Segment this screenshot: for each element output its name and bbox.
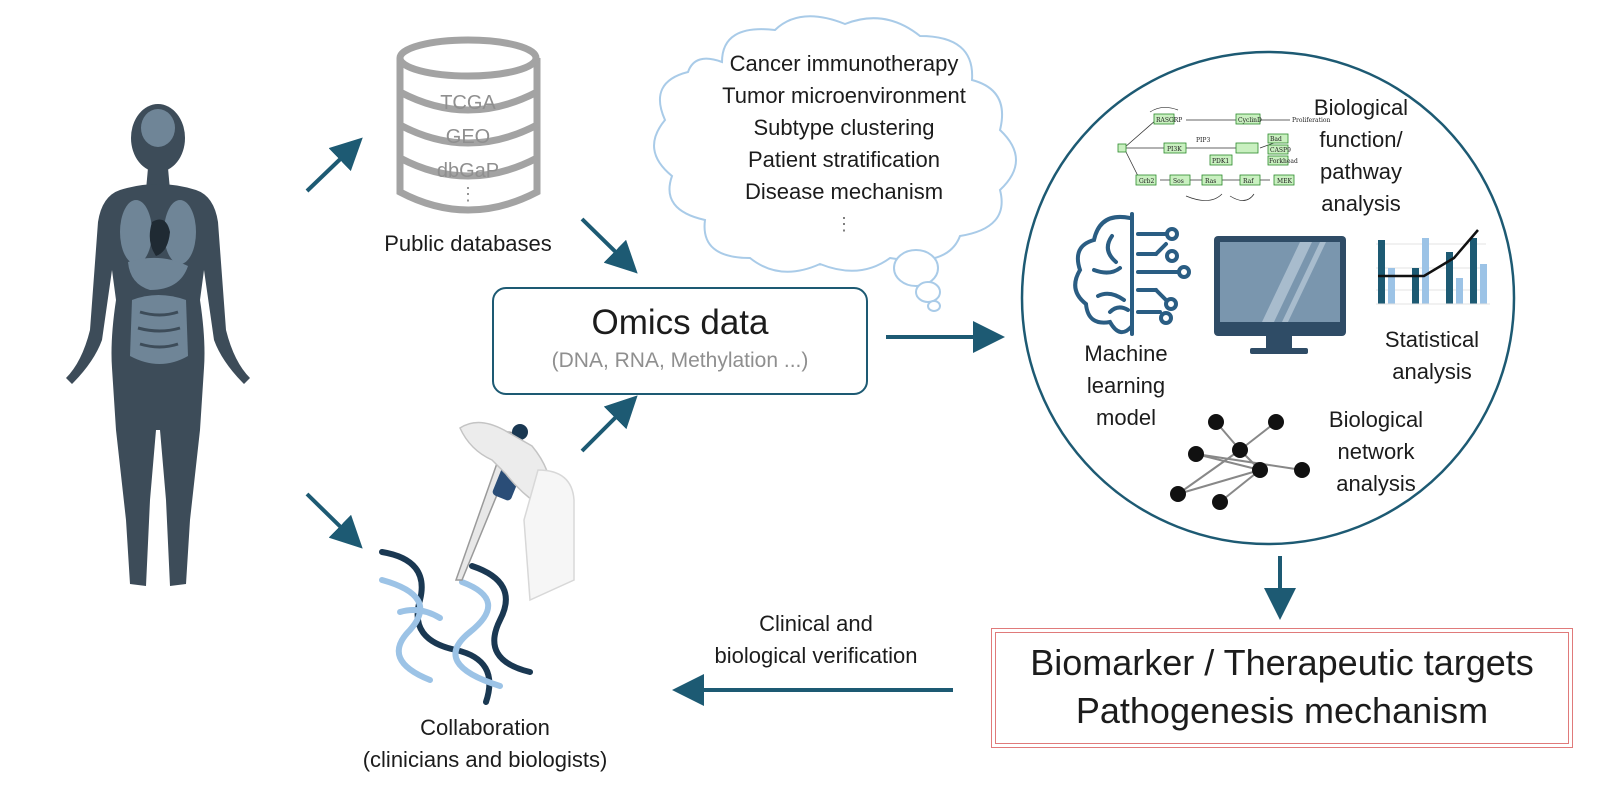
- omics-title: Omics data: [591, 303, 769, 342]
- arrow-databases-to-omics: [580, 217, 638, 274]
- label-line: biological verification: [714, 643, 918, 668]
- database-label-dbgap: dbGaP: [436, 160, 500, 182]
- label-line: analysis: [1321, 191, 1401, 216]
- bar-line-chart-icon: [1376, 229, 1490, 305]
- biomarker-output-box: Biomarker / Therapeutic targets Pathogen…: [991, 628, 1573, 748]
- pathway-diagram-icon: [1117, 107, 1295, 201]
- human-body-icon: [66, 104, 250, 586]
- statistical-analysis-label: Statistical analysis: [1370, 324, 1494, 388]
- cloud-topic-line: Cancer immunotherapy: [729, 51, 959, 76]
- label-line: (clinicians and biologists): [362, 747, 608, 772]
- omics-data-box: Omics data (DNA, RNA, Methylation ...): [492, 287, 868, 395]
- cloud-more-indicator: ⋮: [835, 214, 853, 234]
- pathway-node-label: CyclinD: [1238, 117, 1262, 124]
- label-line: network: [1337, 439, 1415, 464]
- label-line: Machine: [1084, 341, 1168, 366]
- brain-circuit-icon: [1073, 212, 1191, 336]
- pathway-node-label: CASP9: [1270, 147, 1291, 154]
- output-line-pathogenesis: Pathogenesis mechanism: [1075, 690, 1489, 731]
- pathway-node-label: MEK: [1277, 178, 1293, 185]
- label-line: learning: [1086, 373, 1166, 398]
- pathway-node-label: Ras: [1205, 178, 1216, 185]
- pathway-node-label: PI3K: [1167, 146, 1182, 153]
- pathway-node-label: Forkhead: [1269, 158, 1298, 165]
- label-line: Biological: [1328, 407, 1424, 432]
- output-line-biomarker: Biomarker / Therapeutic targets: [1030, 642, 1534, 683]
- cloud-topic-line: Subtype clustering: [753, 115, 935, 140]
- pathway-node-label: Raf: [1243, 178, 1254, 185]
- cloud-topic-line: Disease mechanism: [744, 179, 944, 204]
- collaboration-caption: Collaboration (clinicians and biologists…: [330, 712, 640, 776]
- label-line: Collaboration: [420, 715, 550, 740]
- pipette-icon: [454, 421, 575, 602]
- database-icon: [396, 36, 541, 214]
- pathway-node-label: PIP3: [1196, 137, 1210, 144]
- arrow-body-to-collaboration: [305, 492, 363, 549]
- arrow-collaboration-to-omics: [580, 395, 638, 453]
- database-label-geo: GEO: [445, 126, 491, 148]
- machine-learning-label: Machine learning model: [1076, 338, 1176, 434]
- network-analysis-label: Biological network analysis: [1314, 404, 1438, 500]
- monitor-icon: [1214, 236, 1346, 354]
- label-line: Statistical: [1384, 327, 1480, 352]
- pathway-analysis-label: Biological function/ pathway analysis: [1296, 92, 1426, 220]
- database-label-tcga: TCGA: [440, 92, 496, 114]
- thought-cloud-shape: [653, 15, 1017, 312]
- pathway-node-labels: RASGRP PI3K PDK1 Grb2 Sos Ras Raf MEK Ba…: [1139, 117, 1331, 185]
- cloud-topic-line: Tumor microenvironment: [722, 83, 966, 108]
- network-graph-icon: [1170, 414, 1310, 510]
- label-line: function/: [1319, 127, 1403, 152]
- omics-subtitle: (DNA, RNA, Methylation ...): [551, 349, 809, 372]
- dna-helix-icon: [379, 549, 533, 705]
- label-line: analysis: [1392, 359, 1472, 384]
- research-topics-list: Cancer immunotherapy Tumor microenvironm…: [684, 48, 1004, 240]
- pathway-node-label: Sos: [1173, 178, 1184, 185]
- verification-label: Clinical and biological verification: [688, 608, 944, 672]
- arrow-body-to-databases: [305, 137, 363, 193]
- pathway-node-label: RASGRP: [1156, 117, 1182, 124]
- database-more-indicator: ⋮: [459, 184, 477, 204]
- cloud-topic-line: Patient stratification: [748, 147, 940, 172]
- pathway-node-label: Grb2: [1139, 178, 1155, 185]
- pathway-node-label: PDK1: [1212, 158, 1229, 165]
- label-line: Clinical and: [759, 611, 873, 636]
- label-line: Biological: [1313, 95, 1409, 120]
- pathway-node-label: Bad: [1270, 136, 1282, 143]
- label-line: model: [1096, 405, 1156, 430]
- label-line: analysis: [1336, 471, 1416, 496]
- pathway-node-label: Proliferation: [1292, 117, 1331, 124]
- label-line: pathway: [1320, 159, 1402, 184]
- public-databases-caption: Public databases: [384, 231, 552, 256]
